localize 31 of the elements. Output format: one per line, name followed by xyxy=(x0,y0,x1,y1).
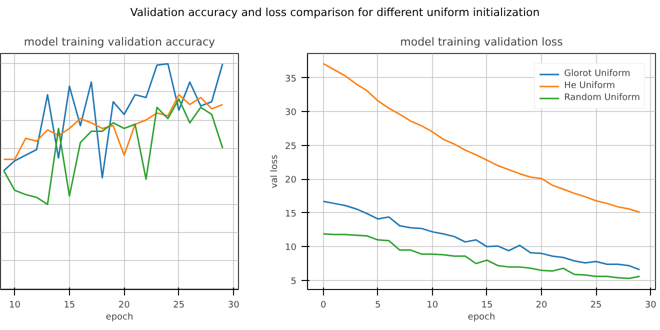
y-tick-label: 15 xyxy=(285,209,296,220)
x-tick-label: 25 xyxy=(173,300,185,310)
line-series xyxy=(322,200,640,270)
legend-label: He Uniform xyxy=(564,80,616,92)
x-tick-label: 10 xyxy=(9,300,21,310)
y-tick-label: 30 xyxy=(285,108,297,118)
legend-label: Glorot Uniform xyxy=(564,68,630,80)
x-axis-title: epoch xyxy=(106,312,134,322)
y-axis-title: val loss xyxy=(270,154,280,188)
legend-label: Random Uniform xyxy=(564,92,640,104)
chart-title: model training validation loss xyxy=(400,36,564,48)
x-tick-label: 5 xyxy=(375,300,381,310)
x-tick-label: 25 xyxy=(590,300,602,310)
x-tick-label: 15 xyxy=(481,300,493,310)
y-tick-label: 5 xyxy=(290,276,297,287)
x-tick-label: 0 xyxy=(320,300,326,310)
line-series xyxy=(322,62,640,213)
line-series xyxy=(322,233,640,280)
x-tick-label: 30 xyxy=(644,300,657,310)
x-tick-label: 10 xyxy=(426,300,438,310)
chart-title: model training validation accuracy xyxy=(24,36,216,48)
x-axis-title: epoch xyxy=(468,312,496,322)
x-tick-label: 15 xyxy=(64,300,76,310)
y-tick-label: 10 xyxy=(285,243,297,254)
x-tick-label: 20 xyxy=(536,300,548,310)
y-tick-label: 25 xyxy=(285,142,296,152)
text: Validation accuracy and loss comparison for different uniform initialization xyxy=(130,5,540,21)
x-tick-label: 20 xyxy=(118,300,130,310)
y-tick-label: 35 xyxy=(285,74,296,84)
x-tick-label: 30 xyxy=(228,300,240,310)
y-tick-label: 20 xyxy=(285,176,297,186)
